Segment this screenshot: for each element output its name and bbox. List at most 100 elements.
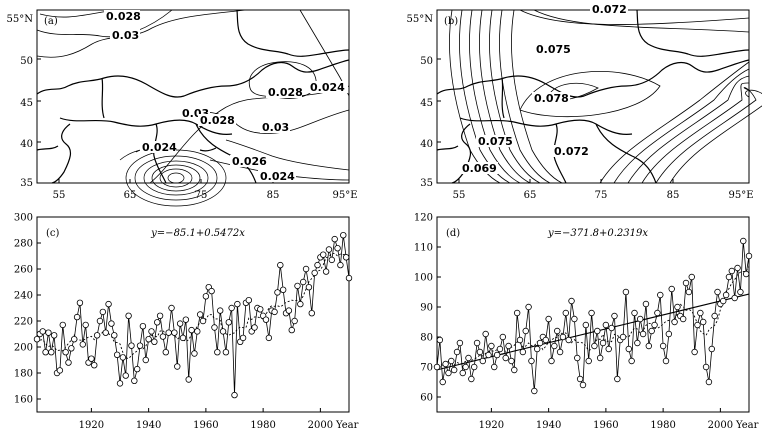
data-point	[714, 288, 721, 296]
map-b-borders	[436, 9, 750, 184]
data-point	[685, 288, 693, 296]
map-a-panel-label: (a)	[44, 16, 58, 27]
data-point	[145, 336, 152, 343]
data-point	[102, 329, 109, 336]
data-point	[622, 288, 630, 296]
data-point	[245, 297, 253, 304]
data-point	[108, 320, 115, 327]
data-point	[551, 342, 558, 350]
data-point	[453, 348, 461, 356]
data-point	[302, 265, 310, 273]
map-a-lat-label: 50	[20, 56, 33, 67]
data-point	[174, 363, 181, 370]
data-point	[311, 269, 318, 277]
data-point	[485, 351, 492, 359]
data-point	[459, 369, 466, 377]
data-point	[271, 308, 278, 316]
data-point	[671, 318, 678, 326]
data-point	[576, 375, 584, 383]
data-point	[482, 330, 489, 338]
data-point	[328, 256, 336, 264]
data-point	[116, 380, 124, 387]
data-point	[262, 316, 270, 323]
data-point	[536, 339, 544, 347]
moving-average-line	[436, 265, 750, 366]
data-point	[628, 357, 635, 365]
map-panel-b: (b) 55°N 50 45 40 35 55 65 75 85 95°E	[407, 3, 762, 201]
data-point	[542, 336, 549, 344]
contour-label: 0.024	[310, 81, 345, 94]
data-point	[511, 366, 518, 374]
data-point	[305, 284, 313, 291]
y-tick-label: 120	[414, 213, 433, 224]
contour-label: 0.024	[260, 170, 295, 183]
map-a-contour-line	[225, 139, 350, 171]
data-point	[148, 328, 155, 335]
data-point	[320, 251, 327, 258]
data-point	[554, 327, 561, 335]
data-point	[214, 349, 221, 356]
map-b-contour-line	[459, 9, 511, 184]
map-a-lon-label: 65	[124, 190, 137, 201]
x-tick-label: 1920	[79, 420, 104, 431]
map-a-lon-label: 55	[53, 190, 66, 201]
data-point	[191, 350, 198, 357]
data-point	[228, 304, 235, 312]
map-b-lat-label: 50	[420, 56, 433, 67]
data-point	[297, 300, 304, 308]
data-point	[559, 333, 567, 341]
ts-d-axis-ticks: 1920 1940 1960 1980 2000 60 70 80 90 100 110 120	[414, 213, 733, 432]
map-a-border	[36, 145, 59, 151]
contour-label: 0.03	[262, 121, 289, 134]
map-b-ticks	[437, 58, 674, 183]
map-b-lat-label: 40	[420, 139, 433, 150]
data-point	[73, 313, 81, 321]
data-point	[136, 342, 144, 349]
data-point	[740, 237, 747, 245]
ts-c-trend-equation: y=−85.1+0.5472x	[150, 228, 245, 239]
data-point	[496, 345, 504, 353]
data-point	[708, 345, 715, 353]
data-point	[314, 261, 321, 269]
data-point	[562, 309, 570, 317]
data-point	[548, 357, 555, 365]
data-point	[694, 321, 701, 329]
data-point	[725, 273, 733, 281]
map-a-borders	[36, 9, 350, 184]
ts-d-marks	[433, 237, 753, 395]
data-point	[93, 332, 101, 339]
y-tick-label: 110	[414, 243, 433, 254]
x-tick-label: 1980	[650, 420, 675, 431]
data-point	[337, 261, 344, 269]
x-tick-label: 1920	[479, 420, 504, 431]
y-tick-label: 90	[420, 303, 433, 314]
map-b-lon-label: 65	[524, 190, 537, 201]
data-point	[82, 321, 89, 329]
data-point	[619, 333, 627, 341]
data-point	[728, 267, 736, 275]
data-point	[505, 342, 512, 350]
data-point	[502, 354, 509, 362]
contour-label: 0.028	[106, 10, 141, 23]
map-b-contours	[449, 9, 762, 184]
data-point	[322, 268, 330, 275]
map-b-contour-line	[533, 9, 750, 33]
data-point	[71, 336, 78, 343]
data-point	[182, 316, 190, 323]
ts-c-frame	[36, 216, 350, 413]
data-point	[493, 351, 501, 359]
data-point	[659, 342, 667, 350]
ts-c-marks	[33, 231, 353, 399]
x-tick-label: 1940	[136, 420, 161, 431]
data-point	[45, 329, 52, 336]
data-point	[288, 326, 295, 334]
data-point	[99, 308, 107, 316]
data-point	[605, 345, 612, 353]
data-point	[300, 278, 307, 286]
ts-c-axis-ticks: 1920 1940 1960 1980 2000 160 180 200 220 240 260 28…	[14, 213, 333, 432]
data-point	[665, 330, 673, 338]
data-point	[722, 291, 730, 299]
data-point	[471, 363, 478, 371]
y-tick-label: 100	[414, 273, 433, 284]
data-point	[734, 264, 741, 272]
